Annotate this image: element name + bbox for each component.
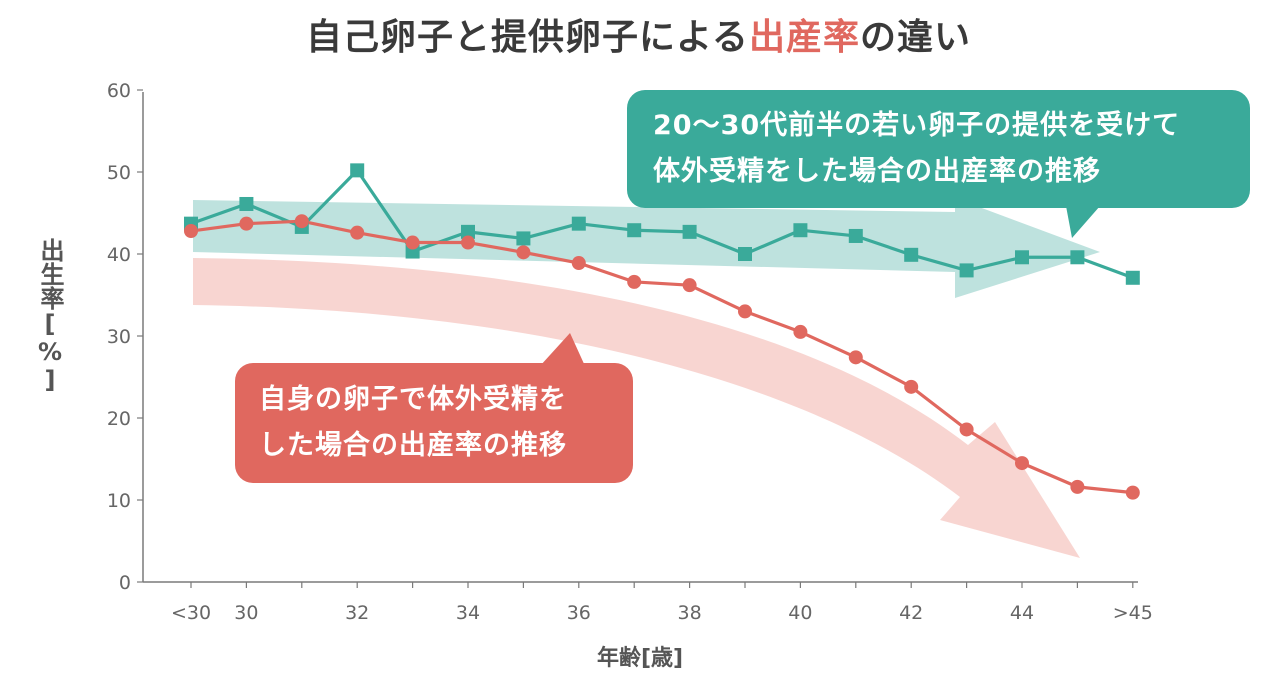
own-callout-line1: 自身の卵子で体外受精を bbox=[259, 384, 567, 415]
own-data-point bbox=[405, 235, 420, 250]
donor-data-point bbox=[461, 224, 475, 239]
own-data-point bbox=[571, 256, 586, 271]
donor-data-point bbox=[1125, 270, 1140, 285]
own-data-point bbox=[350, 225, 365, 240]
donor-series-line bbox=[190, 168, 1134, 280]
donor-data-point bbox=[516, 231, 531, 246]
x-tick-label: 38 bbox=[678, 602, 702, 624]
x-tick-label: 44 bbox=[1010, 602, 1034, 624]
y-tick-label: 20 bbox=[107, 408, 131, 430]
y-tick-label: 40 bbox=[107, 244, 131, 266]
own-data-point bbox=[848, 350, 863, 365]
own-data-point bbox=[738, 304, 752, 319]
own-data-point bbox=[1015, 456, 1029, 471]
title-suffix: の違い bbox=[859, 17, 971, 58]
own-data-point bbox=[904, 379, 919, 394]
x-axis-label: 年齢[歳] bbox=[596, 646, 684, 671]
chart-title: 自己卵子と提供卵子による出産率の違い bbox=[0, 8, 1277, 60]
y-tick-label: 60 bbox=[107, 80, 131, 102]
x-tick-label: 30 bbox=[234, 602, 258, 624]
y-tick-label: 10 bbox=[107, 490, 131, 512]
donor-data-point bbox=[350, 163, 365, 178]
donor-callout-line2: 体外受精をした場合の出産率の推移 bbox=[653, 156, 1101, 187]
x-tick-label: 42 bbox=[899, 602, 923, 624]
own-data-point bbox=[1125, 485, 1140, 500]
donor-data-point bbox=[239, 196, 254, 211]
donor-trend-arrow bbox=[193, 198, 1100, 298]
donor-data-point bbox=[571, 216, 586, 231]
own-data-point bbox=[682, 278, 697, 293]
x-tick-label: <30 bbox=[171, 602, 211, 624]
own-data-point bbox=[793, 324, 808, 339]
title-accent: 出産率 bbox=[748, 17, 860, 58]
own-data-point bbox=[294, 214, 309, 229]
own-series-line bbox=[190, 219, 1133, 495]
donor-data-point bbox=[793, 223, 808, 238]
donor-data-point bbox=[848, 228, 863, 243]
donor-callout: 20～30代前半の若い卵子の提供を受けて 体外受精をした場合の出産率の推移 bbox=[627, 90, 1250, 208]
x-tick-label: 34 bbox=[456, 602, 480, 624]
title-prefix: 自己卵子と提供卵子による bbox=[306, 17, 749, 58]
own-data-point bbox=[627, 274, 642, 289]
donor-callout-tail bbox=[1066, 206, 1100, 238]
y-tick-label: 30 bbox=[107, 326, 131, 348]
own-data-point bbox=[184, 224, 198, 239]
y-tick-label: 0 bbox=[119, 572, 131, 594]
own-data-point bbox=[239, 216, 254, 231]
own-callout-line2: した場合の出産率の推移 bbox=[259, 430, 567, 461]
x-tick-label: 40 bbox=[788, 602, 812, 624]
donor-data-point bbox=[904, 247, 919, 262]
donor-data-point bbox=[1015, 250, 1029, 265]
donor-data-point bbox=[738, 247, 752, 261]
donor-data-point bbox=[1070, 250, 1085, 265]
y-tick-label: 50 bbox=[107, 162, 131, 184]
y-axis-label: 出生率[%] bbox=[36, 238, 64, 394]
own-callout: 自身の卵子で体外受精を した場合の出産率の推移 bbox=[235, 363, 633, 483]
own-data-point bbox=[959, 422, 974, 437]
own-data-point bbox=[516, 245, 531, 260]
own-trend-arrow bbox=[193, 258, 1080, 558]
x-tick-label: 36 bbox=[567, 602, 591, 624]
own-data-point bbox=[461, 235, 475, 250]
donor-callout-line1: 20～30代前半の若い卵子の提供を受けて bbox=[653, 110, 1181, 141]
donor-data-point bbox=[627, 223, 642, 238]
donor-data-point bbox=[959, 263, 974, 278]
own-callout-tail bbox=[540, 333, 585, 366]
x-tick-label: 32 bbox=[345, 602, 369, 624]
x-tick-label: >45 bbox=[1113, 602, 1153, 624]
own-data-point bbox=[1070, 479, 1085, 494]
donor-data-point bbox=[682, 224, 697, 239]
